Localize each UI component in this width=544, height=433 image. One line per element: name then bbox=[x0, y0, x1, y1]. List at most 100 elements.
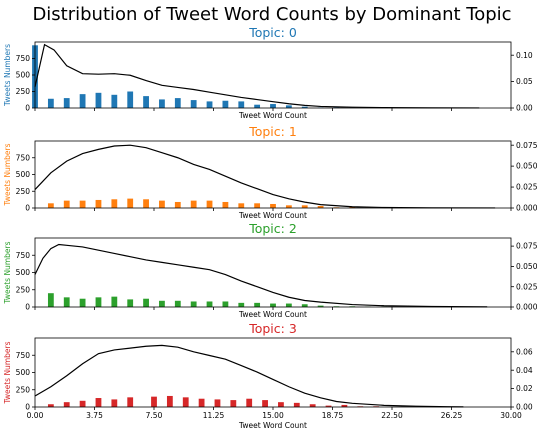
bar bbox=[47, 293, 54, 307]
bar bbox=[47, 98, 54, 108]
panel-title: Topic: 0 bbox=[248, 25, 297, 40]
bar bbox=[285, 105, 292, 108]
chart-panel: Topic: 2 0 250 500 750 0.000 0.025 0.050 0.075 Tw… bbox=[3, 221, 538, 319]
bar bbox=[174, 300, 181, 307]
y-axis-label: Tweets Numbers bbox=[3, 143, 12, 206]
bar bbox=[47, 404, 54, 407]
bar bbox=[95, 199, 102, 208]
bar bbox=[198, 398, 205, 407]
y2-tick-label: 0.050 bbox=[516, 262, 538, 271]
x-tick-label: 22.50 bbox=[381, 411, 403, 420]
bar bbox=[95, 297, 102, 307]
bar bbox=[111, 199, 118, 208]
bar bbox=[262, 400, 268, 407]
bar bbox=[254, 104, 261, 108]
chart-panel: Topic: 0 0 250 500 750 0.00 0.05 0.10 Tweet Word… bbox=[3, 25, 533, 120]
bar bbox=[254, 203, 261, 208]
bar bbox=[127, 198, 134, 208]
bar bbox=[111, 399, 118, 407]
bar bbox=[222, 100, 229, 108]
y-tick-label: 500 bbox=[16, 368, 31, 377]
y-axis-label: Tweets Numbers bbox=[3, 341, 12, 404]
bar bbox=[349, 207, 356, 208]
y2-tick-label: 0.00 bbox=[516, 403, 533, 412]
bar bbox=[79, 400, 86, 407]
bar bbox=[206, 200, 213, 208]
bar bbox=[222, 201, 229, 208]
bar bbox=[206, 301, 213, 307]
bar bbox=[270, 104, 276, 108]
bar bbox=[159, 99, 165, 108]
bar bbox=[143, 298, 149, 307]
y2-tick-label: 0.025 bbox=[516, 282, 538, 291]
bar bbox=[63, 98, 70, 108]
y-tick-label: 750 bbox=[16, 153, 31, 162]
bar bbox=[301, 106, 308, 108]
y-tick-label: 250 bbox=[16, 385, 31, 394]
x-tick-label: 3.75 bbox=[86, 411, 103, 420]
bar bbox=[63, 402, 70, 407]
bar bbox=[285, 303, 292, 307]
bar bbox=[190, 100, 197, 108]
bar bbox=[270, 303, 276, 307]
x-tick-label: 7.50 bbox=[146, 411, 163, 420]
bar bbox=[278, 402, 284, 407]
bar bbox=[151, 396, 157, 407]
y-tick-label: 750 bbox=[16, 54, 31, 63]
bar bbox=[285, 205, 292, 208]
bar bbox=[293, 402, 300, 407]
bar bbox=[341, 404, 348, 407]
bar bbox=[143, 199, 149, 208]
bar bbox=[174, 98, 181, 108]
y-tick-label: 500 bbox=[16, 71, 31, 80]
y-tick-label: 250 bbox=[16, 285, 31, 294]
chart-title: Distribution of Tweet Word Counts by Dom… bbox=[32, 4, 511, 25]
bar bbox=[127, 91, 134, 108]
bar bbox=[214, 399, 221, 407]
axes-frame bbox=[34, 41, 512, 109]
y-tick-label: 250 bbox=[16, 187, 31, 196]
y2-tick-label: 0.000 bbox=[516, 303, 538, 312]
bar bbox=[190, 301, 197, 307]
axes-frame bbox=[34, 140, 512, 209]
panel-title: Topic: 2 bbox=[248, 221, 297, 236]
bar bbox=[254, 302, 261, 307]
bar bbox=[309, 404, 316, 407]
density-line bbox=[34, 43, 480, 109]
chart-panel: Topic: 3 0 250 500 750 0.00 0.02 0.04 0.06 0.00 3.… bbox=[3, 321, 533, 430]
bar bbox=[111, 94, 118, 108]
density-line bbox=[34, 144, 496, 209]
x-tick-label: 26.25 bbox=[441, 411, 463, 420]
x-axis-label: Tweet Word Count bbox=[238, 310, 307, 319]
y-tick-label: 0 bbox=[25, 303, 30, 312]
bar bbox=[190, 200, 197, 208]
bar bbox=[47, 203, 54, 208]
bar bbox=[127, 397, 134, 407]
y-tick-label: 750 bbox=[16, 251, 31, 260]
bar bbox=[127, 299, 134, 307]
y2-tick-label: 0.000 bbox=[516, 204, 538, 213]
y2-tick-label: 0.02 bbox=[516, 384, 533, 393]
bar bbox=[79, 94, 86, 108]
chart-panels: Topic: 0 0 250 500 750 0.00 0.05 0.10 Tweet Word… bbox=[3, 25, 538, 430]
y-axis-label: Tweets Numbers bbox=[3, 44, 12, 107]
bar bbox=[230, 400, 237, 407]
axes-frame bbox=[34, 337, 512, 408]
y2-tick-label: 0.06 bbox=[516, 347, 533, 356]
x-tick-label: 15.00 bbox=[262, 411, 284, 420]
y-tick-label: 750 bbox=[16, 351, 31, 360]
y-tick-label: 500 bbox=[16, 170, 31, 179]
axes-frame bbox=[34, 237, 512, 308]
y2-tick-label: 0.075 bbox=[516, 141, 538, 150]
y2-tick-label: 0.025 bbox=[516, 183, 538, 192]
y2-tick-label: 0.05 bbox=[516, 77, 533, 86]
bar bbox=[159, 200, 165, 208]
bar bbox=[63, 200, 70, 208]
bar bbox=[111, 296, 118, 307]
y2-tick-label: 0.00 bbox=[516, 104, 533, 113]
x-axis-label: Tweet Word Count bbox=[238, 111, 307, 120]
y2-tick-label: 0.050 bbox=[516, 162, 538, 171]
bar bbox=[79, 298, 86, 307]
bar bbox=[174, 201, 181, 208]
